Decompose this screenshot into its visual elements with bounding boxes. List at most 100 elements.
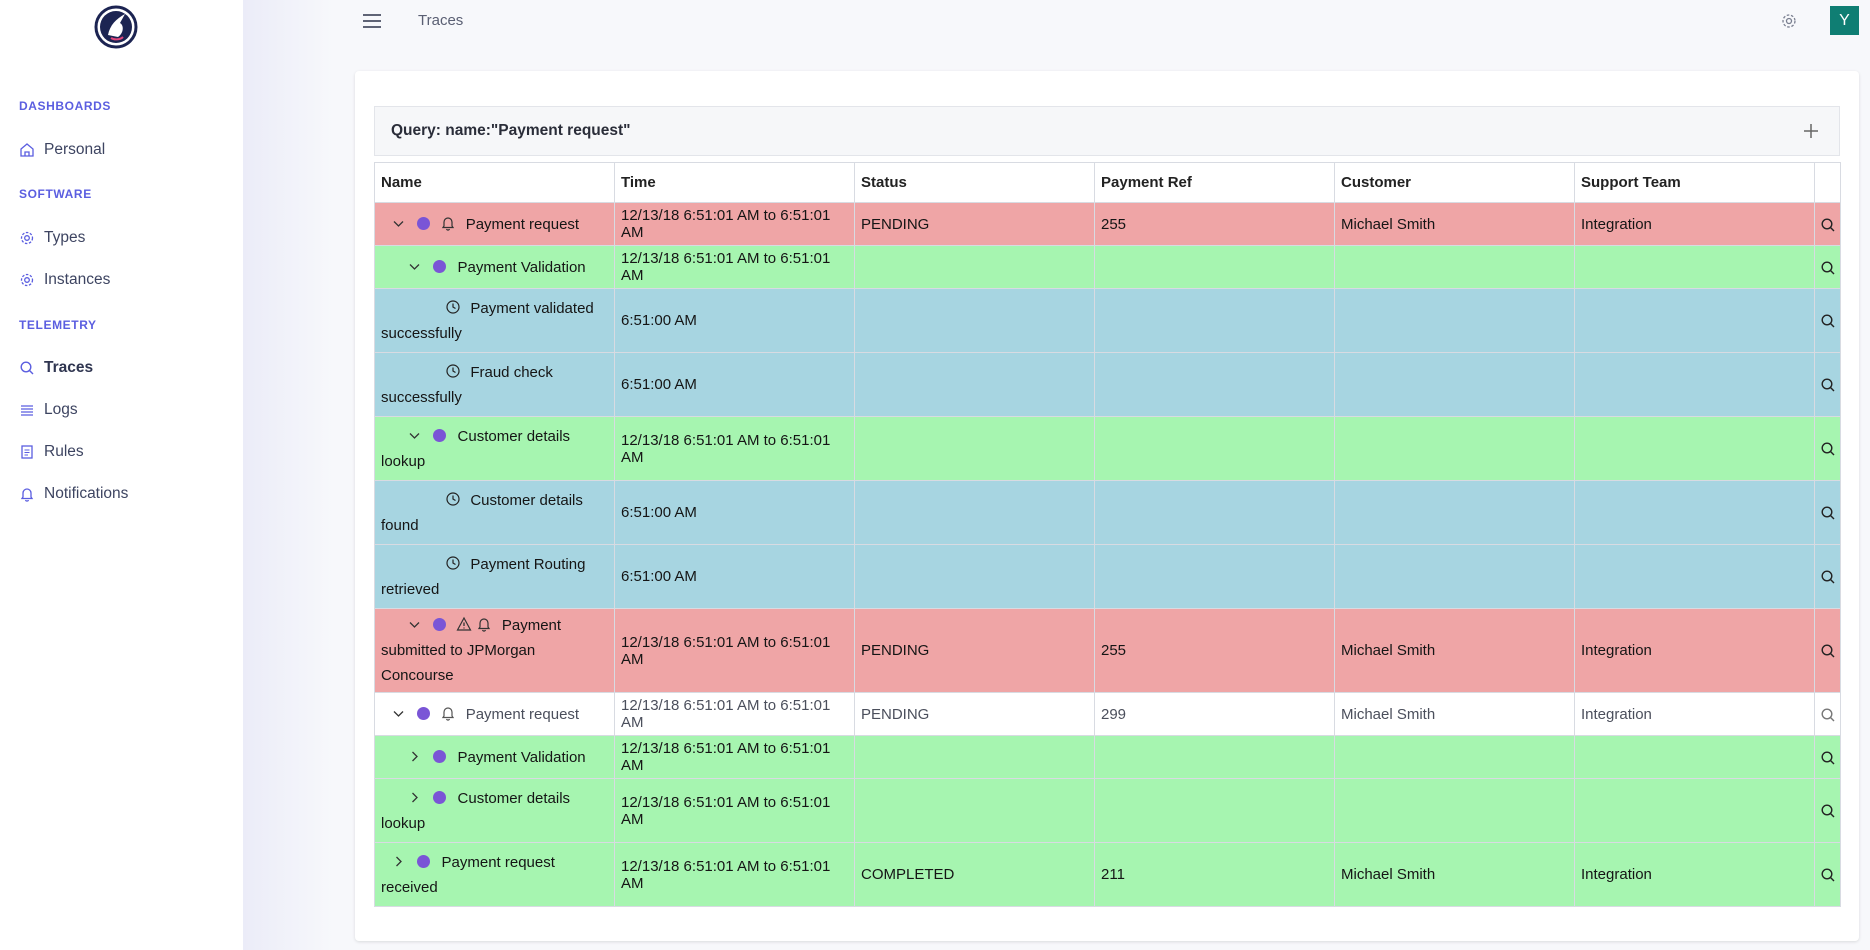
clock-icon [446,555,460,570]
sidebar-item-logs[interactable]: Logs [19,397,78,423]
chevron-down-icon[interactable] [407,617,422,632]
time-cell: 6:51:00 AM [614,480,855,545]
time-cell: 12/13/18 6:51:01 AM to 6:51:01 AM [614,245,855,289]
support-team-cell [1574,288,1815,353]
payment-ref-cell [1094,352,1335,417]
span-dot-icon [433,428,447,442]
row-search-cell [1814,245,1841,289]
avatar[interactable]: Y [1830,6,1859,35]
customer-cell: Michael Smith [1334,842,1575,907]
unicorn-logo-icon[interactable] [94,5,138,49]
payment-ref-cell: 299 [1094,692,1335,736]
customer-cell [1334,288,1575,353]
chevron-down-icon[interactable] [407,259,422,274]
support-team-cell: Integration [1574,842,1815,907]
table-row[interactable]: Payment request 12/13/18 6:51:01 AM to 6… [374,692,1841,736]
sidebar-item-traces[interactable]: Traces [19,355,93,381]
status-cell: PENDING [854,608,1095,693]
trace-name: Customer details lookup [381,427,571,470]
sidebar-item-label: Personal [44,141,106,158]
search-icon[interactable] [1820,217,1836,233]
table-row[interactable]: Fraud check successfully 6:51:00 AM [374,352,1841,417]
search-icon[interactable] [1820,313,1836,329]
span-dot-icon [417,216,431,230]
sidebar-item-instances[interactable]: Instances [19,267,110,293]
sidebar-item-types[interactable]: Types [19,225,85,251]
search-icon[interactable] [1820,377,1836,393]
chevron-right-icon[interactable] [407,790,422,805]
table-row[interactable]: Payment Validation 12/13/18 6:51:01 AM t… [374,735,1841,779]
payment-ref-cell [1094,480,1335,545]
name-cell: Customer details lookup [374,778,615,843]
column-header-customer[interactable]: Customer [1334,162,1575,203]
warning-icon [456,616,472,631]
settings-gear-icon[interactable] [1780,12,1798,30]
row-search-cell [1814,692,1841,736]
span-dot-icon [433,259,447,273]
page-title: Traces [418,12,464,29]
bell-icon [20,488,34,502]
chevron-right-icon[interactable] [391,854,406,869]
column-header-name[interactable]: Name [374,162,615,203]
sidebar-item-rules[interactable]: Rules [19,439,84,465]
search-icon[interactable] [1820,260,1836,276]
chevron-down-icon[interactable] [391,216,406,231]
chevron-down-icon[interactable] [407,428,422,443]
table-header-row: Name Time Status Payment Ref Customer Su… [374,162,1841,203]
table-row[interactable]: Payment request 12/13/18 6:51:01 AM to 6… [374,202,1841,246]
sidebar-item-personal[interactable]: Personal [19,137,105,163]
chevron-down-icon[interactable] [391,706,406,721]
search-icon[interactable] [1820,643,1836,659]
bell-icon [441,706,454,721]
column-header-payment-ref[interactable]: Payment Ref [1094,162,1335,203]
sidebar: DASHBOARDS Personal SOFTWARE Types Insta… [0,0,243,950]
sidebar-item-label: Instances [44,271,111,288]
add-plus-icon[interactable] [1801,121,1821,141]
document-icon [21,445,33,459]
customer-cell: Michael Smith [1334,202,1575,246]
table-row[interactable]: Payment Validation 12/13/18 6:51:01 AM t… [374,245,1841,289]
chevron-right-icon[interactable] [407,749,422,764]
payment-ref-cell [1094,245,1335,289]
column-header-status[interactable]: Status [854,162,1095,203]
time-cell: 12/13/18 6:51:01 AM to 6:51:01 AM [614,778,855,843]
traces-table: Name Time Status Payment Ref Customer Su… [374,162,1841,907]
sidebar-shadow [243,0,333,950]
column-header-support-team[interactable]: Support Team [1574,162,1815,203]
row-search-cell [1814,202,1841,246]
search-icon[interactable] [1820,867,1836,883]
search-icon[interactable] [1820,505,1836,521]
column-header-time[interactable]: Time [614,162,855,203]
sidebar-item-notifications[interactable]: Notifications [19,481,128,507]
traces-card: Query: name:"Payment request" Name Time … [355,71,1859,941]
table-row[interactable]: Payment validated successfully 6:51:00 A… [374,288,1841,353]
table-row[interactable]: Payment Routing retrieved 6:51:00 AM [374,544,1841,609]
table-row[interactable]: Customer details lookup 12/13/18 6:51:01… [374,416,1841,481]
search-icon[interactable] [1820,750,1836,766]
status-cell: PENDING [854,202,1095,246]
clock-icon [446,491,460,506]
search-icon[interactable] [1820,569,1836,585]
gear-icon [20,273,34,287]
search-icon[interactable] [1820,441,1836,457]
time-cell: 6:51:00 AM [614,544,855,609]
time-cell: 12/13/18 6:51:01 AM to 6:51:01 AM [614,692,855,736]
table-row[interactable]: Customer details lookup 12/13/18 6:51:01… [374,778,1841,843]
search-icon[interactable] [1820,803,1836,819]
table-row[interactable]: Customer details found 6:51:00 AM [374,480,1841,545]
customer-cell [1334,352,1575,417]
search-icon[interactable] [1820,707,1836,723]
table-row[interactable]: Payment request received 12/13/18 6:51:0… [374,842,1841,907]
hamburger-menu-icon[interactable] [362,12,382,30]
customer-cell [1334,480,1575,545]
row-search-cell [1814,416,1841,481]
trace-name: Payment Routing retrieved [381,555,586,598]
name-cell: Fraud check successfully [374,352,615,417]
gear-icon [20,231,34,245]
customer-cell [1334,416,1575,481]
customer-cell: Michael Smith [1334,692,1575,736]
table-row[interactable]: Payment submitted to JPMorgan Concourse … [374,608,1841,693]
customer-cell: Michael Smith [1334,608,1575,693]
name-cell: Payment request [374,692,615,736]
support-team-cell [1574,544,1815,609]
